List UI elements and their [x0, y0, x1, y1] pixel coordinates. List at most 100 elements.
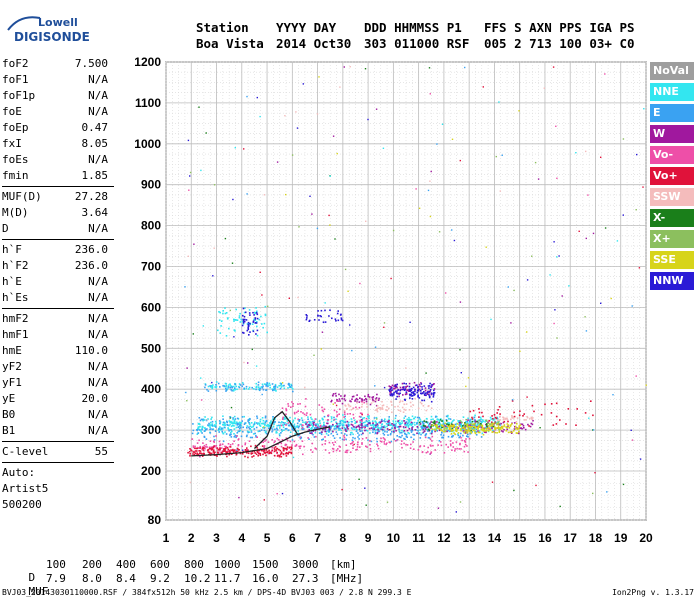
- echo-point-vo: [244, 442, 247, 444]
- y-tick-label: 400: [141, 382, 161, 396]
- echo-point-nne: [215, 386, 217, 389]
- echo-point-nne: [390, 423, 392, 426]
- echo-point-nne: [401, 420, 403, 422]
- echo-point-e: [213, 439, 216, 441]
- echo-point-w: [432, 383, 435, 386]
- distance-value: 1500: [252, 558, 279, 571]
- echo-point-vo: [337, 448, 339, 450]
- echo-point-nne: [400, 422, 402, 425]
- echo-point-nne: [233, 428, 236, 430]
- echo-point-nnw: [414, 388, 416, 391]
- y-tick-label: 900: [141, 178, 161, 192]
- echo-point-nne: [342, 420, 345, 423]
- echo-point-ssw: [402, 411, 405, 413]
- echo-point-nne: [213, 424, 216, 426]
- echo-point-sse: [468, 430, 470, 433]
- echo-point-e: [280, 383, 283, 385]
- echo-point-nne: [255, 307, 257, 309]
- echo-point-vo: [277, 443, 279, 445]
- echo-point-vo: [352, 441, 354, 443]
- echo-point-e: [218, 428, 220, 430]
- noise-point: [309, 195, 311, 197]
- echo-point-vo: [550, 403, 553, 405]
- echo-point-nne: [226, 318, 229, 320]
- echo-point-nne: [234, 319, 237, 321]
- echo-point-w: [429, 423, 431, 425]
- echo-point-vo: [193, 453, 196, 456]
- echo-point-e: [292, 390, 294, 393]
- echo-point-e: [376, 440, 378, 443]
- echo-point-sse: [463, 432, 466, 434]
- echo-point-vo: [193, 451, 195, 453]
- echo-point-vo: [244, 443, 246, 446]
- echo-point-nne: [310, 416, 312, 419]
- noise-point: [376, 418, 378, 420]
- noise-point: [281, 382, 284, 384]
- param-divider: [2, 441, 114, 442]
- echo-point-nne: [414, 416, 417, 418]
- echo-point-ssw: [397, 409, 400, 411]
- echo-point-vo: [280, 451, 283, 453]
- echo-point-nnw: [322, 321, 325, 323]
- echo-point-vo: [218, 440, 221, 443]
- echo-point-e: [246, 427, 248, 429]
- echo-point-vo: [463, 445, 466, 448]
- echo-point-vo: [349, 451, 352, 453]
- echo-point-vo: [451, 449, 453, 451]
- echo-point-w: [531, 423, 534, 426]
- echo-point-e: [291, 428, 294, 431]
- noise-point: [351, 349, 353, 352]
- echo-point-vo: [279, 449, 282, 452]
- param-name: h`F: [2, 243, 22, 256]
- echo-point-vo: [189, 455, 191, 457]
- noise-point: [622, 214, 624, 216]
- param-name: B1: [2, 424, 16, 437]
- echo-point-e: [256, 422, 258, 424]
- echo-point-nne: [355, 428, 358, 431]
- echo-point-nne: [239, 422, 242, 424]
- noise-point: [229, 417, 231, 419]
- echo-point-nnw: [412, 394, 414, 397]
- echo-point-nne: [254, 312, 257, 315]
- echo-point-e: [330, 426, 332, 428]
- echo-point-vo: [209, 452, 211, 455]
- echo-point-e: [255, 436, 257, 438]
- echo-point-vo: [202, 442, 204, 444]
- echo-point-vo: [464, 443, 467, 446]
- echo-point-vo: [412, 441, 414, 443]
- echo-point-vo: [403, 442, 405, 445]
- echo-point-nne: [232, 389, 235, 391]
- echo-point-w: [362, 432, 364, 435]
- param-name: M(D): [2, 206, 29, 219]
- echo-point-e: [205, 429, 207, 431]
- echo-point-vo: [544, 403, 546, 406]
- echo-point-nnw: [417, 388, 420, 390]
- echo-point-sse: [499, 427, 501, 429]
- echo-point-vo: [213, 441, 215, 443]
- echo-point-nne: [199, 425, 201, 428]
- echo-point-sse: [435, 425, 437, 427]
- echo-point-vo: [449, 440, 452, 442]
- echo-point-vo: [280, 442, 283, 445]
- echo-point-e: [248, 421, 250, 424]
- echo-point-nne: [196, 433, 199, 435]
- echo-point-nnw: [329, 309, 331, 311]
- header-date-label: YYYY DAY: [276, 20, 337, 35]
- echo-point-sse: [442, 424, 444, 427]
- echo-point-w: [389, 386, 392, 388]
- echo-point-w: [375, 404, 378, 407]
- echo-point-e: [460, 432, 462, 435]
- echo-point-e: [378, 430, 380, 433]
- echo-point-w: [404, 393, 407, 396]
- echo-point-ssw: [388, 407, 390, 410]
- echo-point-nnw: [420, 383, 423, 385]
- echo-point-nne: [282, 385, 284, 387]
- echo-point-e: [200, 418, 203, 421]
- echo-point-nne: [379, 428, 381, 430]
- echo-point-e: [390, 432, 392, 435]
- echo-point-sse: [497, 425, 500, 427]
- noise-point: [429, 215, 432, 218]
- echo-point-nnw: [317, 315, 319, 317]
- echo-point-nne: [398, 422, 400, 424]
- echo-point-ssw: [511, 415, 513, 417]
